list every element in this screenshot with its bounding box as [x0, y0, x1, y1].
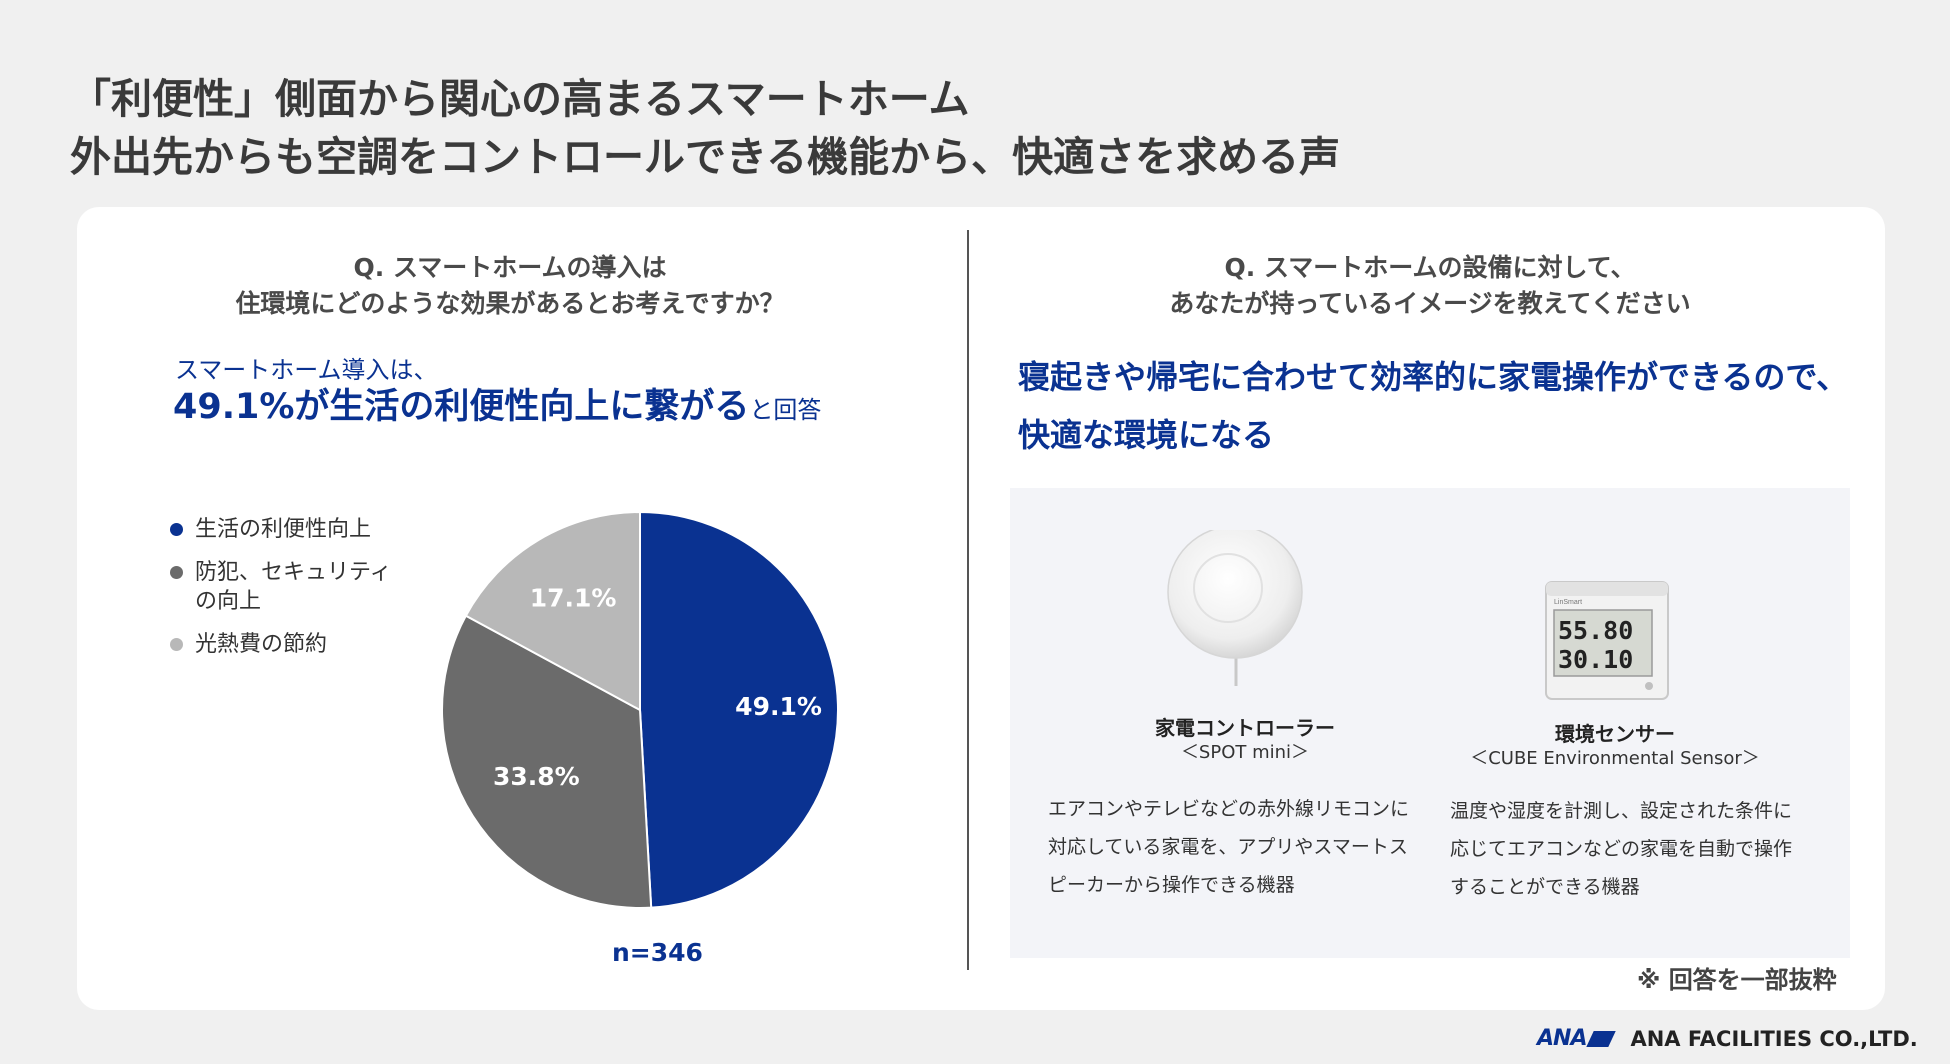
product-1-desc-line: エアコンやテレビなどの赤外線リモコンに: [1048, 798, 1410, 820]
pie-chart: 49.1% 33.8% 17.1%: [441, 510, 840, 909]
sample-size-label: n=346: [612, 938, 703, 967]
product-1-desc-line: ピーカーから操作できる機器: [1048, 874, 1295, 896]
product-2-desc-line: 応じてエアコンなどの家電を自動で操作: [1450, 838, 1793, 860]
sensor-display-line-1: 55.80: [1558, 616, 1633, 645]
legend-swatch: [170, 566, 183, 579]
product-1-sub: ＜SPOT mini＞: [1180, 742, 1310, 763]
right-lead-line-2: 快適な環境になる: [1018, 416, 1275, 454]
legend-swatch: [170, 523, 183, 536]
product-1-description: エアコンやテレビなどの赤外線リモコンに 対応している家電を、アプリやスマートス …: [1048, 790, 1409, 904]
title-line-2: 外出先からも空調をコントロールできる機能から、快適さを求める声: [70, 133, 1341, 181]
chart-legend: 生活の利便性向上防犯、セキュリティ の向上光熱費の節約: [170, 515, 392, 673]
product-1-desc-line: 対応している家電を、アプリやスマートス: [1048, 836, 1408, 858]
company-name: ANA FACILITIES CO.,LTD.: [1630, 1026, 1918, 1051]
ana-logo-text: ANA: [1537, 1026, 1587, 1051]
excerpt-note: ※ 回答を一部抜粋: [1637, 966, 1837, 994]
column-divider: [967, 230, 969, 970]
sensor-display-line-2: 30.10: [1558, 645, 1633, 674]
legend-item: 生活の利便性向上: [170, 515, 392, 544]
left-question-line-2: 住環境にどのような効果があるとお考えですか？: [235, 289, 785, 318]
pie-data-label: 17.1%: [530, 584, 617, 613]
product-2-desc-line: 温度や湿度を計測し、設定された条件に: [1450, 800, 1793, 822]
product-2-description: 温度や湿度を計測し、設定された条件に 応じてエアコンなどの家電を自動で操作 する…: [1450, 792, 1792, 906]
pie-slice: [464, 510, 641, 712]
product-2-desc-line: することができる機器: [1450, 876, 1640, 898]
pie-data-label: 33.8%: [493, 762, 580, 791]
left-lead-highlight: 49.1%が生活の利便性向上に繋がる: [173, 387, 750, 427]
right-question-line-1: Q. スマートホームの設備に対して、: [1224, 253, 1636, 282]
right-lead-line-1: 寝起きや帰宅に合わせて効率的に家電操作ができるので、: [1018, 358, 1849, 396]
title-line-1: 「利便性」側面から関心の高まるスマートホーム: [70, 75, 970, 123]
product-panel: [1010, 488, 1850, 958]
left-lead: 49.1%が生活の利便性向上に繋がると回答: [173, 378, 821, 429]
pie-data-label: 49.1%: [735, 692, 822, 721]
company-logo: ANA ANA FACILITIES CO.,LTD.: [1537, 1026, 1918, 1051]
legend-label: 光熱費の節約: [195, 632, 328, 657]
left-lead-small: スマートホーム導入は、: [175, 356, 438, 384]
spot-mini-device-image: [1167, 530, 1303, 686]
legend-label: 防犯、セキュリティ の向上: [195, 560, 392, 614]
legend-item: 防犯、セキュリティ の向上: [170, 558, 392, 616]
legend-swatch: [170, 638, 183, 651]
product-2-name: 環境センサー: [1555, 722, 1675, 746]
left-lead-tail: と回答: [749, 396, 822, 424]
product-1-name: 家電コントローラー: [1155, 716, 1335, 740]
right-lead: 寝起きや帰宅に合わせて効率的に家電操作ができるので、 快適な環境になる: [1018, 348, 1848, 464]
ana-logo-stripe: [1586, 1030, 1617, 1047]
sensor-brand-text: LinSmart: [1554, 599, 1582, 606]
legend-label: 生活の利便性向上: [195, 517, 372, 542]
right-question-line-2: あなたが持っているイメージを教えてください: [1169, 289, 1691, 318]
cube-sensor-device-image: LinSmart 55.80 30.10: [1545, 581, 1669, 700]
left-question-line-1: Q. スマートホームの導入は: [353, 253, 667, 282]
pie-slice: [639, 510, 840, 909]
page-title: 「利便性」側面から関心の高まるスマートホーム 外出先からも空調をコントロールでき…: [70, 70, 1770, 186]
product-2-sub: ＜CUBE Environmental Sensor＞: [1470, 748, 1760, 769]
right-question: Q. スマートホームの設備に対して、 あなたが持っているイメージを教えてください: [1020, 250, 1840, 322]
left-question: Q. スマートホームの導入は 住環境にどのような効果があるとお考えですか？: [150, 250, 870, 322]
legend-item: 光熱費の節約: [170, 630, 392, 659]
